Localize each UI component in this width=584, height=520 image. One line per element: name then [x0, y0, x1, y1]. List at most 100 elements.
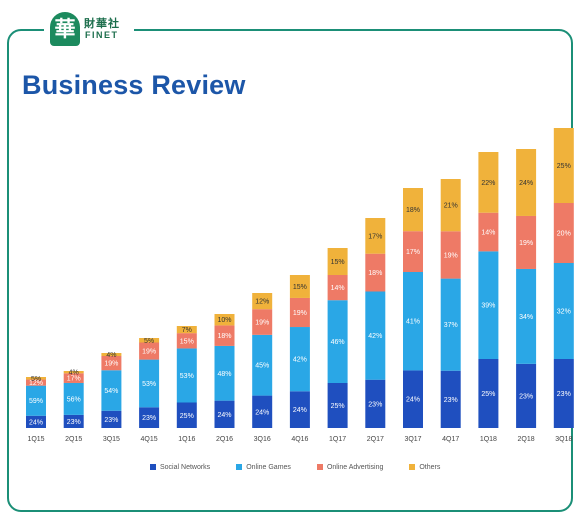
- bar-segment: [440, 370, 461, 428]
- data-label: 19%: [104, 361, 118, 368]
- bar-segment: [516, 363, 537, 428]
- legend-swatch: [236, 464, 243, 470]
- bar-segment: [252, 309, 273, 335]
- data-label: 12%: [29, 380, 43, 387]
- data-label: 24%: [29, 419, 43, 426]
- bar-segment: [478, 359, 499, 428]
- data-label: 23%: [67, 419, 81, 426]
- chart-legend: Social Networks Online Games Online Advert…: [150, 460, 466, 474]
- bar-segment: [139, 407, 160, 428]
- data-label: 46%: [331, 339, 345, 346]
- legend-label: Online Games: [246, 463, 291, 471]
- legend-entry: Others: [409, 464, 440, 471]
- legend-entry: Online Advertising: [316, 464, 383, 471]
- data-label: 4%: [106, 352, 116, 359]
- x-tick-label: 1Q16: [178, 436, 195, 443]
- data-label: 53%: [180, 373, 194, 380]
- data-label: 12%: [255, 299, 269, 306]
- bar-segment: [403, 272, 423, 371]
- bar-segment: [516, 215, 537, 269]
- bar-segment: [478, 251, 499, 359]
- legend-swatch: [409, 464, 416, 470]
- data-label: 20%: [557, 231, 571, 238]
- data-label: 24%: [406, 397, 420, 404]
- bar-segment: [440, 231, 461, 279]
- data-label: 25%: [481, 391, 495, 398]
- bar-segment: [252, 334, 273, 396]
- data-label: 15%: [293, 284, 307, 291]
- bar-segment: [176, 402, 197, 428]
- x-tick-label: 4Q15: [141, 436, 158, 443]
- data-label: 48%: [217, 371, 231, 378]
- data-label: 23%: [142, 415, 156, 422]
- data-label: 56%: [67, 396, 81, 403]
- bar-segment: [327, 383, 348, 428]
- x-tick-label: 1Q18: [480, 436, 497, 443]
- data-label: 24%: [293, 407, 307, 414]
- bar-segment: [101, 370, 122, 411]
- data-label: 23%: [444, 397, 458, 404]
- data-label: 22%: [481, 180, 495, 187]
- legend-entry: Social Networks: [150, 464, 210, 471]
- data-label: 17%: [67, 376, 81, 383]
- data-label: 59%: [29, 398, 43, 405]
- bar-segment: [26, 377, 46, 380]
- data-label: 34%: [519, 314, 533, 321]
- finet-logo-mark: 華: [50, 12, 80, 46]
- data-label: 18%: [217, 333, 231, 340]
- data-label: 14%: [331, 285, 345, 292]
- bar-segment: [553, 203, 574, 263]
- data-label: 45%: [255, 363, 269, 370]
- data-label: 23%: [519, 393, 533, 400]
- finet-logo-english: FINET: [85, 30, 119, 40]
- bar-segment: [214, 345, 235, 401]
- data-label: 19%: [293, 310, 307, 317]
- bar-segment: [101, 356, 122, 371]
- bar-segment: [63, 371, 84, 374]
- x-tick-label: 1Q15: [27, 436, 44, 443]
- data-label: 32%: [557, 309, 571, 316]
- x-tick-label: 2Q17: [367, 436, 384, 443]
- x-tick-label: 3Q16: [254, 436, 271, 443]
- data-label: 19%: [142, 349, 156, 356]
- data-label: 5%: [31, 376, 41, 383]
- data-label: 42%: [293, 357, 307, 364]
- data-label: 17%: [368, 233, 382, 240]
- bar-segment: [553, 263, 574, 359]
- page-title: Business Review: [22, 70, 246, 100]
- data-label: 7%: [182, 327, 192, 334]
- data-label: 41%: [406, 319, 420, 326]
- bar-segment: [101, 410, 122, 428]
- data-label: 24%: [519, 180, 533, 187]
- data-label: 25%: [180, 413, 194, 420]
- bar-segment: [365, 218, 386, 254]
- bar-segment: [365, 379, 386, 428]
- x-tick-label: 2Q15: [65, 436, 82, 443]
- bar-segment: [63, 414, 84, 428]
- bar-segment: [516, 268, 537, 364]
- legend-swatch: [316, 464, 323, 470]
- bar-segment: [214, 314, 235, 326]
- bar-segment: [289, 327, 310, 392]
- data-label: 19%: [444, 252, 458, 259]
- bar-segment: [139, 359, 160, 408]
- bar-segment: [403, 370, 423, 428]
- legend-label: Social Networks: [160, 463, 211, 471]
- data-label: 18%: [368, 270, 382, 277]
- data-label: 17%: [406, 249, 420, 256]
- data-label: 21%: [444, 203, 458, 210]
- x-tick-label: 1Q17: [329, 436, 346, 443]
- bar-segment: [289, 275, 310, 298]
- data-label: 53%: [142, 381, 156, 388]
- data-label: 5%: [144, 338, 154, 345]
- data-label: 15%: [180, 338, 194, 345]
- bar-segment: [26, 415, 46, 428]
- x-tick-label: 4Q16: [291, 436, 308, 443]
- data-label: 25%: [557, 163, 571, 170]
- legend-swatch: [150, 464, 156, 470]
- bar-segment: [289, 391, 310, 428]
- bar-segment: [478, 212, 499, 252]
- x-tick-label: 3Q18: [555, 436, 572, 443]
- bar-segment: [214, 400, 235, 428]
